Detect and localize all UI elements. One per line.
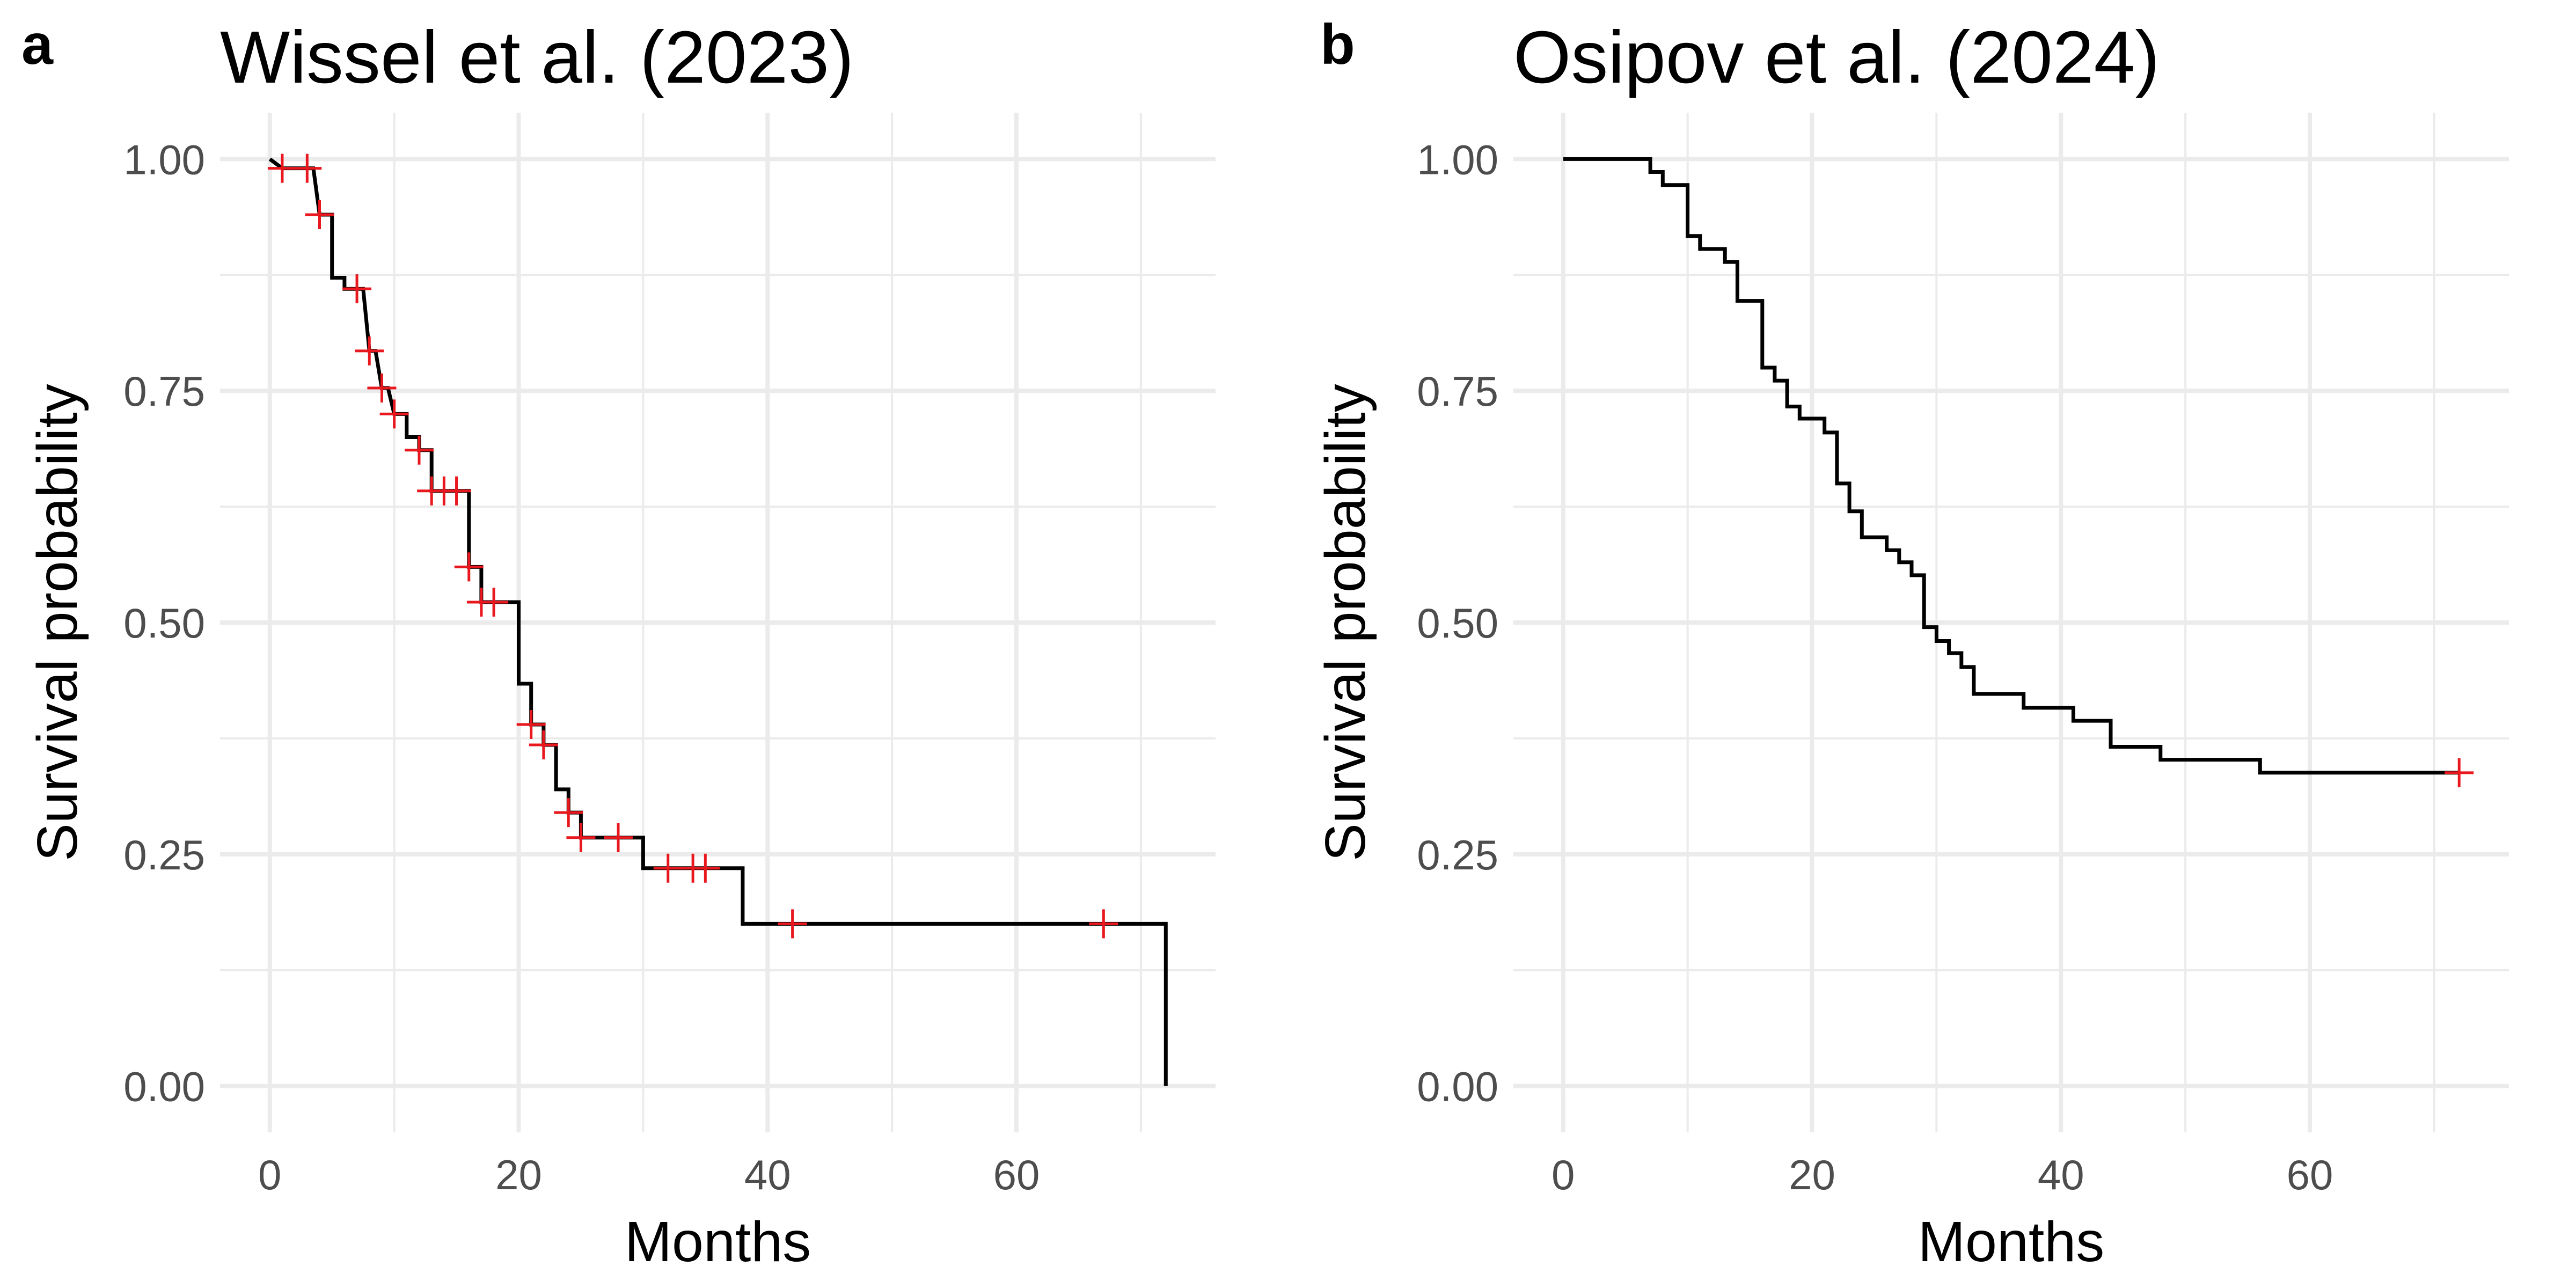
censor-mark [778, 909, 807, 939]
panel-label-b: b [1320, 13, 1355, 76]
censor-mark [2445, 758, 2474, 787]
x-tick-label: 20 [495, 1151, 542, 1198]
x-tick-label: 60 [2287, 1151, 2333, 1198]
x-tick-label: 0 [258, 1151, 281, 1198]
x-axis-title: Months [625, 1210, 811, 1274]
x-axis-title: Months [1918, 1210, 2105, 1274]
censor-mark [454, 552, 484, 582]
censor-mark [653, 853, 683, 883]
censor-mark [479, 588, 509, 617]
x-tick-label: 0 [1552, 1151, 1575, 1198]
censor-mark [292, 153, 322, 183]
y-tick-label: 1.00 [1417, 136, 1498, 183]
y-tick-label: 0.75 [123, 368, 205, 415]
y-tick-label: 0.50 [1417, 599, 1498, 647]
censor-mark [305, 200, 334, 229]
censor-mark [516, 710, 546, 739]
x-tick-label: 40 [744, 1151, 791, 1198]
x-tick-label: 20 [1789, 1151, 1835, 1198]
censor-mark [691, 853, 720, 883]
censor-mark [379, 399, 409, 429]
km-chart-a: 0 20 40 60 0.00 0.25 0.50 0.75 1.00 Months Surviva… [26, 113, 1216, 1274]
censor-mark [367, 374, 397, 402]
survival-curve [1563, 157, 2460, 775]
censor-mark [405, 435, 434, 465]
y-tick-label: 0.00 [1417, 1063, 1498, 1110]
y-axis-title: Survival probability [1314, 384, 1377, 861]
panel-b: b Osipov et al. (2024) 0 20 40 60 0.00 0.25 0.… [1288, 0, 2576, 1288]
x-tick-label: 40 [2038, 1151, 2084, 1198]
censor-mark [529, 730, 558, 759]
censor-mark [1089, 909, 1118, 939]
y-tick-label: 0.50 [123, 599, 205, 647]
censor-mark [267, 153, 297, 183]
y-axis-title: Survival probability [26, 384, 89, 861]
censor-mark [442, 476, 471, 506]
y-tick-label: 0.25 [1417, 831, 1498, 879]
censor-mark [604, 823, 633, 852]
y-tick-label: 0.75 [1417, 368, 1498, 415]
panel-a: a Wissel et al. (2023) 0 20 40 60 0.00 0.25 0.… [21, 13, 1216, 1274]
x-tick-label: 60 [993, 1151, 1040, 1198]
y-tick-label: 0.00 [123, 1063, 205, 1110]
censor-mark [554, 798, 583, 828]
censor-mark [355, 336, 384, 365]
censor-mark [342, 274, 372, 304]
survival-curve [268, 157, 1168, 1086]
chart-title-b: Osipov et al. (2024) [1513, 16, 2160, 99]
y-tick-label: 0.25 [123, 831, 205, 879]
chart-title-a: Wissel et al. (2023) [220, 16, 854, 99]
y-tick-label: 1.00 [123, 136, 205, 183]
panel-label-a: a [21, 13, 53, 76]
censor-mark [566, 823, 596, 852]
km-chart-b: 0 20 40 60 0.00 0.25 0.50 0.75 1.00 Months Surviva… [1314, 113, 2509, 1274]
